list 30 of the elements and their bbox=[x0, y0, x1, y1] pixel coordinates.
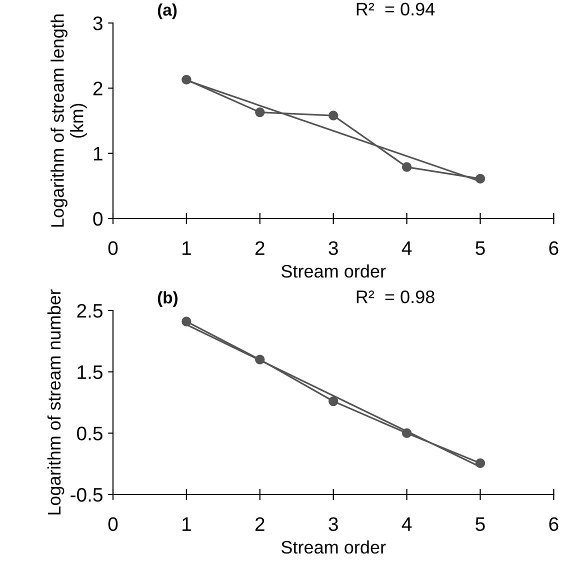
y-tick-label: 1.5 bbox=[78, 366, 102, 380]
x-tick-label: 1 bbox=[182, 517, 191, 531]
y-tick-label: -0.5 bbox=[70, 488, 102, 502]
text: R² = 0.94 bbox=[356, 2, 435, 16]
y-axis-title: Logarithm of stream number bbox=[47, 289, 64, 514]
x-axis-title: Stream order bbox=[281, 264, 386, 278]
x-tick-label: 2 bbox=[255, 241, 264, 255]
x-tick-label: 1 bbox=[182, 241, 191, 255]
x-tick-label: 6 bbox=[549, 517, 558, 532]
y-axis-title: Logarithm of stream length (km) bbox=[50, 14, 87, 227]
x-tick-label: 0 bbox=[108, 517, 118, 532]
x-tick-label: 4 bbox=[402, 241, 412, 255]
text: R² = 0.98 bbox=[356, 290, 434, 304]
y-tick-label: 3 bbox=[93, 16, 102, 30]
x-tick-label: 5 bbox=[476, 517, 485, 532]
x-tick-label: 3 bbox=[328, 517, 338, 532]
y-tick-label: 0.5 bbox=[77, 426, 102, 440]
x-tick-label: 4 bbox=[402, 517, 412, 531]
x-axis-title: Stream order bbox=[281, 540, 386, 554]
chart-title: (a) bbox=[158, 4, 177, 20]
x-tick-label: 2 bbox=[255, 517, 264, 531]
x-tick-label: 6 bbox=[549, 241, 558, 256]
y-tick-label: 1 bbox=[94, 147, 102, 160]
y-tick-label: 2.5 bbox=[77, 304, 102, 318]
x-tick-label: 0 bbox=[108, 241, 118, 256]
x-tick-label: 3 bbox=[328, 241, 338, 256]
chart-title: (b) bbox=[158, 291, 178, 307]
y-tick-label: 2 bbox=[93, 82, 102, 96]
y-tick-label: 0 bbox=[93, 212, 103, 226]
x-tick-label: 5 bbox=[476, 241, 485, 256]
